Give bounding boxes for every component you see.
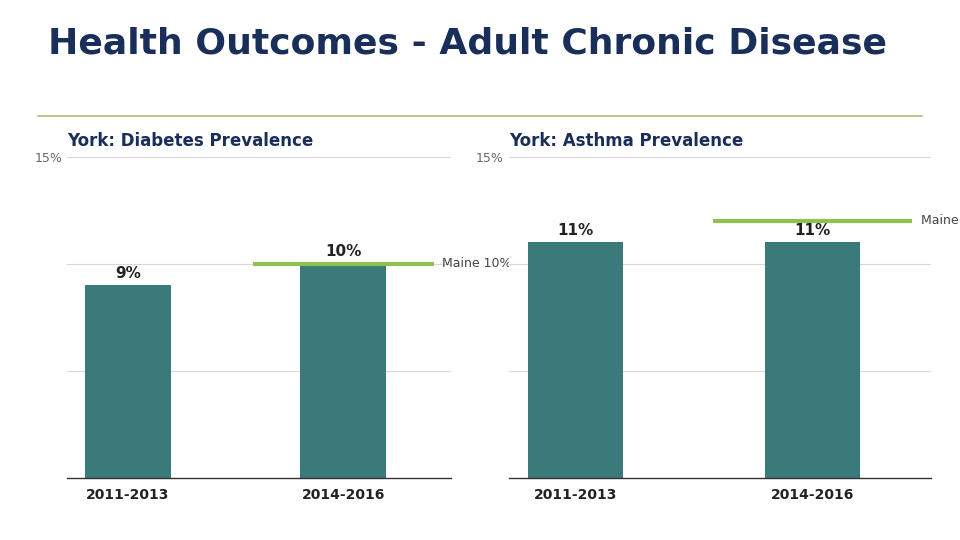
Bar [300, 264, 386, 478]
Text: 11%: 11% [558, 223, 593, 238]
Text: Health Outcomes - Adult Chronic Disease: Health Outcomes - Adult Chronic Disease [48, 27, 887, 61]
Text: York: Diabetes Prevalence: York: Diabetes Prevalence [67, 132, 314, 150]
Text: Maine 12%: Maine 12% [922, 214, 960, 227]
Text: York: Asthma Prevalence: York: Asthma Prevalence [509, 132, 743, 150]
Bar [84, 285, 171, 478]
Text: 10%: 10% [325, 245, 361, 259]
Text: Maine 10%: Maine 10% [443, 257, 512, 270]
Text: 11%: 11% [794, 223, 830, 238]
Text: 31: 31 [916, 517, 931, 530]
Text: 9%: 9% [115, 266, 141, 281]
Bar [765, 242, 860, 478]
Bar [528, 242, 623, 478]
